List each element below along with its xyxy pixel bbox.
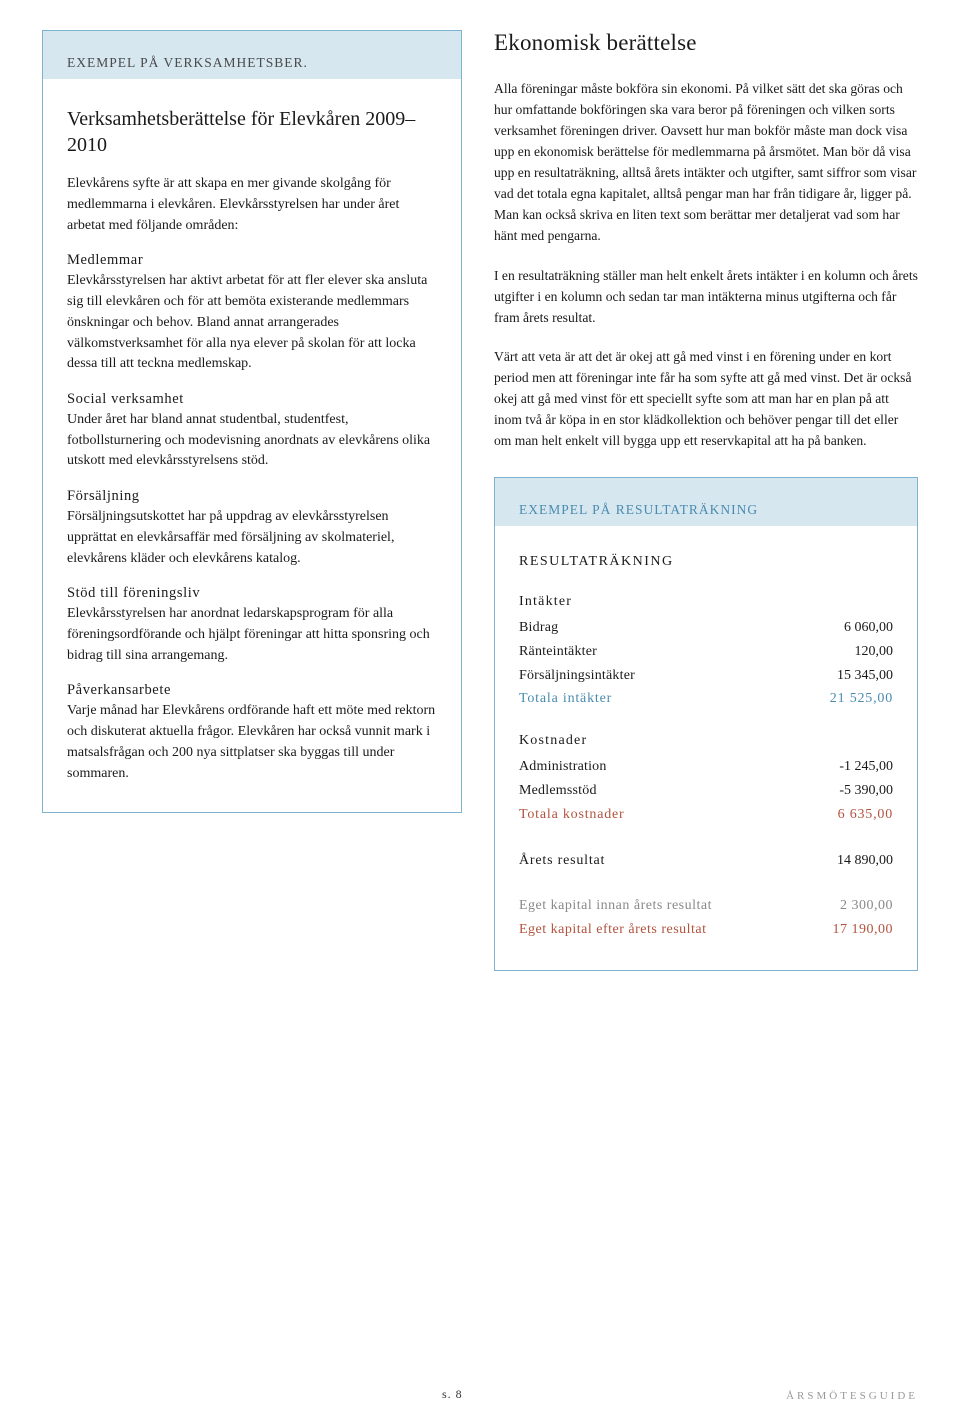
row-label: Medlemsstöd xyxy=(519,779,597,803)
section-social-heading: Social verksamhet xyxy=(67,391,437,408)
ekonomisk-p2: I en resultaträkning ställer man helt en… xyxy=(494,265,918,328)
row-value: 2 300,00 xyxy=(840,894,893,918)
table-row: Bidrag 6 060,00 xyxy=(519,616,893,640)
section-stod-heading: Stöd till föreningsliv xyxy=(67,585,437,602)
page: EXEMPEL PÅ VERKSAMHETSBER. Verksamhetsbe… xyxy=(0,0,960,1013)
right-column: Ekonomisk berättelse Alla föreningar mås… xyxy=(494,30,918,993)
resultat-box-header: EXEMPEL PÅ RESULTATRÄKNING xyxy=(519,502,893,518)
row-value: 14 890,00 xyxy=(837,849,893,873)
row-label: Ränteintäkter xyxy=(519,640,597,664)
section-medlemmar-text: Elevkårsstyrelsen har aktivt arbetat för… xyxy=(67,271,437,375)
row-value: -1 245,00 xyxy=(839,755,893,779)
ekonomisk-p3: Värt att veta är att det är okej att gå … xyxy=(494,346,918,451)
guide-label: ÅRSMÖTESGUIDE xyxy=(786,1390,918,1402)
row-label: Eget kapital efter årets resultat xyxy=(519,918,707,942)
row-label: Försäljningsintäkter xyxy=(519,664,635,688)
box-header: EXEMPEL PÅ VERKSAMHETSBER. xyxy=(67,55,437,71)
resultat-box: EXEMPEL PÅ RESULTATRÄKNING RESULTATRÄKNI… xyxy=(494,477,918,971)
row-label: Totala intäkter xyxy=(519,687,612,711)
row-value: 120,00 xyxy=(855,640,894,664)
table-row: Medlemsstöd -5 390,00 xyxy=(519,779,893,803)
section-medlemmar-heading: Medlemmar xyxy=(67,252,437,269)
verksamhet-box: EXEMPEL PÅ VERKSAMHETSBER. Verksamhetsbe… xyxy=(42,30,462,813)
table-row: Ränteintäkter 120,00 xyxy=(519,640,893,664)
row-label: Årets resultat xyxy=(519,849,605,873)
row-label: Totala kostnader xyxy=(519,803,625,827)
section-social-text: Under året har bland annat studentbal, s… xyxy=(67,410,437,472)
row-value: 15 345,00 xyxy=(837,664,893,688)
table-row-result: Årets resultat 14 890,00 xyxy=(519,849,893,873)
footer: s. 8 ÅRSMÖTESGUIDE xyxy=(0,1387,960,1402)
row-value: 6 635,00 xyxy=(838,803,893,827)
kostnader-heading: Kostnader xyxy=(519,733,893,749)
section-forsaljning-heading: Försäljning xyxy=(67,488,437,505)
box-body: Verksamhetsberättelse för Elevkåren 2009… xyxy=(67,107,437,784)
section-forsaljning-text: Försäljningsutskottet har på uppdrag av … xyxy=(67,507,437,569)
row-label: Administration xyxy=(519,755,607,779)
resultat-box-body: RESULTATRÄKNING Intäkter Bidrag 6 060,00… xyxy=(519,554,893,942)
ekonomisk-title: Ekonomisk berättelse xyxy=(494,30,918,56)
row-value: 21 525,00 xyxy=(830,687,893,711)
table-row-total-cost: Totala kostnader 6 635,00 xyxy=(519,803,893,827)
table-row-eget-before: Eget kapital innan årets resultat 2 300,… xyxy=(519,894,893,918)
table-row-eget-after: Eget kapital efter årets resultat 17 190… xyxy=(519,918,893,942)
verksamhet-title: Verksamhetsberättelse för Elevkåren 2009… xyxy=(67,107,437,158)
intro-paragraph: Elevkårens syfte är att skapa en mer giv… xyxy=(67,174,437,236)
row-value: 6 060,00 xyxy=(844,616,893,640)
table-row: Försäljningsintäkter 15 345,00 xyxy=(519,664,893,688)
row-label: Eget kapital innan årets resultat xyxy=(519,894,712,918)
left-column: EXEMPEL PÅ VERKSAMHETSBER. Verksamhetsbe… xyxy=(42,30,462,993)
section-stod-text: Elevkårsstyrelsen har anordnat ledarskap… xyxy=(67,604,437,666)
resultat-title: RESULTATRÄKNING xyxy=(519,554,893,570)
row-value: 17 190,00 xyxy=(833,918,894,942)
row-label: Bidrag xyxy=(519,616,558,640)
intakter-heading: Intäkter xyxy=(519,594,893,610)
section-paverkan-text: Varje månad har Elevkårens ordförande ha… xyxy=(67,701,437,784)
table-row: Administration -1 245,00 xyxy=(519,755,893,779)
row-value: -5 390,00 xyxy=(839,779,893,803)
table-row-total-income: Totala intäkter 21 525,00 xyxy=(519,687,893,711)
section-paverkan-heading: Påverkansarbete xyxy=(67,682,437,699)
page-number: s. 8 xyxy=(442,1387,463,1402)
ekonomisk-p1: Alla föreningar måste bokföra sin ekonom… xyxy=(494,78,918,247)
